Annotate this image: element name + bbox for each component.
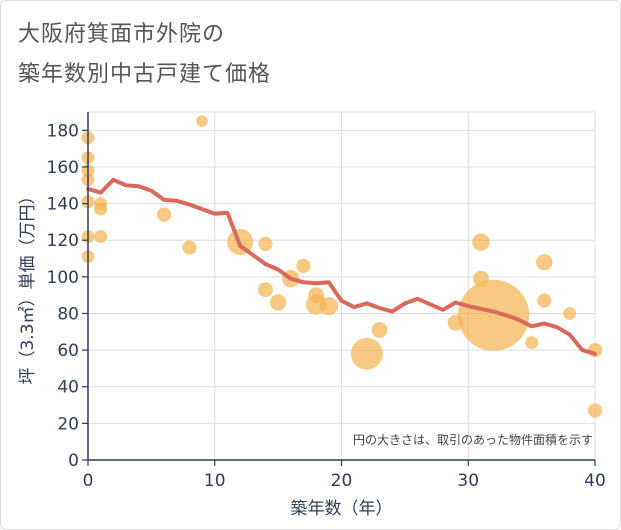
chart-title-line1: 大阪府箕面市外院の — [18, 22, 226, 47]
data-bubble — [350, 337, 383, 370]
y-tick-label: 60 — [57, 341, 79, 361]
bubble-size-note: 円の大きさは、取引のあった物件面積を示す — [353, 432, 593, 447]
x-tick-label: 30 — [457, 471, 479, 491]
data-bubble — [258, 282, 273, 298]
data-bubble — [563, 306, 577, 320]
data-bubble — [587, 403, 603, 418]
x-tick-label: 20 — [331, 471, 353, 491]
data-bubble — [472, 233, 490, 251]
data-bubble — [258, 236, 273, 251]
data-bubble — [94, 202, 108, 216]
data-bubble — [319, 296, 339, 316]
chart-title-line2: 築年数別中古戸建て価格 — [18, 62, 272, 87]
data-bubble — [525, 336, 539, 350]
data-bubble — [196, 115, 208, 127]
data-bubble — [371, 321, 388, 338]
y-tick-label: 0 — [68, 451, 79, 471]
y-tick-label: 80 — [57, 304, 79, 324]
y-tick-label: 100 — [47, 268, 79, 288]
y-tick-label: 180 — [47, 121, 79, 141]
y-tick-label: 20 — [57, 414, 79, 434]
y-tick-label: 120 — [47, 231, 79, 251]
data-bubble — [536, 253, 553, 271]
x-tick-label: 40 — [584, 471, 606, 491]
y-tick-label: 160 — [47, 158, 79, 178]
data-bubble — [182, 240, 197, 255]
y-axis-title: 坪（3.3㎡）単価（万円） — [18, 187, 38, 384]
x-tick-label: 0 — [83, 471, 94, 491]
data-bubble — [457, 279, 530, 351]
data-bubble — [156, 207, 172, 222]
data-bubble — [269, 294, 287, 311]
x-tick-label: 10 — [204, 471, 226, 491]
average-price-line — [86, 177, 597, 356]
y-tick-label: 140 — [47, 195, 79, 215]
data-bubble — [537, 293, 552, 308]
y-tick-label: 40 — [57, 378, 79, 398]
x-axis-title: 築年数（年） — [291, 499, 393, 519]
data-bubble — [94, 230, 108, 244]
data-bubble — [296, 258, 311, 273]
